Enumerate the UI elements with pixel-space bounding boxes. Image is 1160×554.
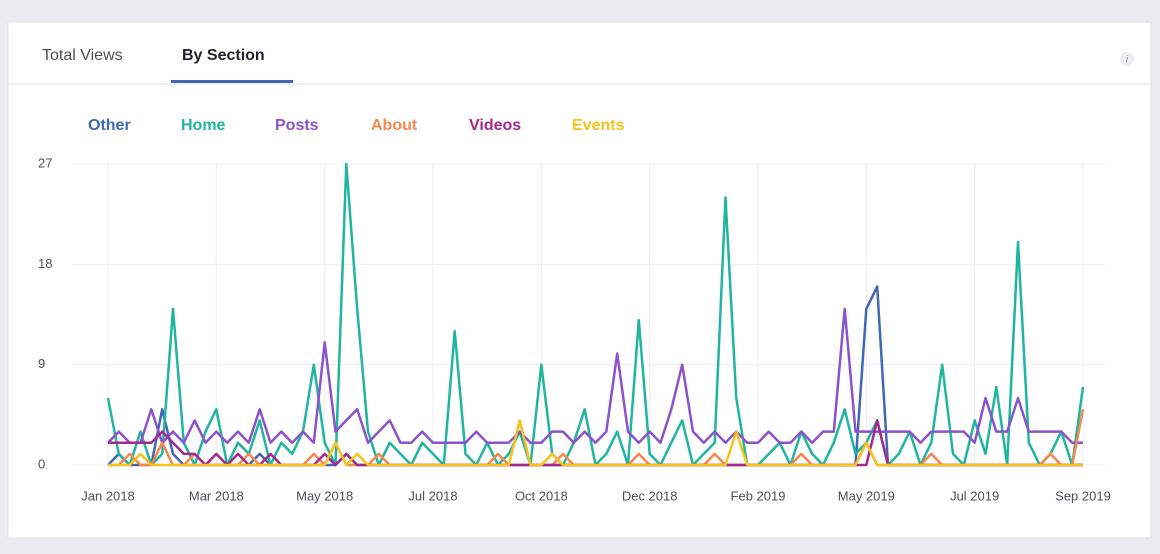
y-tick-label: 27 (38, 155, 52, 170)
x-tick-label: Mar 2018 (189, 488, 244, 503)
tab-active[interactable]: By Section (182, 47, 265, 64)
series-line (108, 419, 1083, 467)
info-icon-glyph: i (1126, 55, 1129, 66)
legend-entry: Events (572, 117, 625, 134)
series-line (107, 307, 1083, 444)
x-tick-label: Jan 2018 (81, 488, 135, 503)
legend-entry: Videos (469, 117, 521, 134)
info-icon[interactable] (1120, 52, 1134, 66)
legend-entry: Posts (275, 117, 319, 134)
x-tick-label: Dec 2018 (622, 488, 678, 503)
x-tick-label: Jul 2019 (950, 488, 999, 503)
x-tick-label: Jul 2018 (408, 488, 457, 503)
x-tick-label: May 2018 (296, 488, 353, 503)
legend-entry: Other (88, 117, 131, 134)
y-tick-label: 0 (38, 456, 45, 471)
legend-entry: About (371, 117, 418, 134)
x-tick-label: Feb 2019 (731, 488, 786, 503)
x-tick-label: Sep 2019 (1055, 488, 1111, 503)
tab-underline (171, 80, 293, 83)
y-tick-label: 18 (38, 256, 52, 271)
legend-entry: Home (181, 117, 226, 134)
x-tick-label: Oct 2018 (515, 488, 568, 503)
tab[interactable]: Total Views (42, 47, 123, 64)
x-tick-label: May 2019 (838, 488, 895, 503)
y-tick-label: 9 (38, 356, 45, 371)
